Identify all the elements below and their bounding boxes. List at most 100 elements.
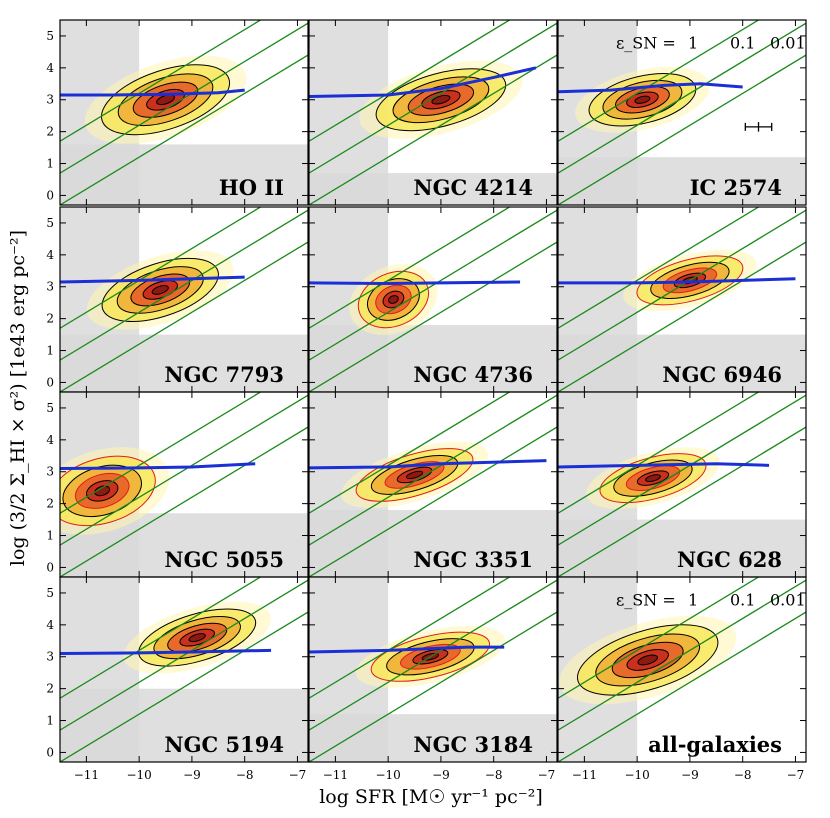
panel-frame (557, 576, 807, 763)
shade-low-energy (60, 334, 308, 392)
threshold-curve (309, 645, 505, 654)
panel-ho-ii: 0 1 2 3 4 5 HO II (46, 19, 309, 206)
galaxy-name: IC 2574 (690, 175, 782, 200)
y-tick-label: 0 (46, 560, 54, 574)
efficiency-line-1 (60, 611, 308, 762)
efficiency-line-0.01 (558, 392, 760, 514)
y-tick-label: 5 (46, 216, 54, 230)
efficiency-line-1 (558, 611, 806, 762)
epsilon-label: ε_SN = (616, 34, 676, 53)
density-contour-6 (188, 633, 206, 643)
y-tick-label: 0 (46, 375, 54, 389)
galaxy-name: HO II (219, 175, 284, 200)
y-tick-label: 3 (46, 280, 54, 294)
x-tick-label: −11 (572, 768, 597, 782)
efficiency-line-1 (309, 54, 557, 205)
x-tick-label: −8 (236, 768, 254, 782)
x-tick-label: −7 (289, 768, 307, 782)
efficiency-line-0.01 (558, 20, 760, 142)
x-tick-label: −9 (432, 768, 450, 782)
threshold-curve (558, 462, 770, 469)
panel-ngc-3184: −11 −10 −9 −8 −7 NGC 3184 (308, 576, 558, 782)
y-tick-label: 5 (46, 29, 54, 43)
epsilon-value-0.1: 0.1 (730, 591, 755, 610)
panel-ngc-3351: NGC 3351 (308, 391, 558, 578)
epsilon-value-0.01: 0.01 (770, 591, 806, 610)
efficiency-line-1 (309, 426, 557, 577)
panel-ngc-5194: −11 −10 −9 −8 −7 0 1 2 3 4 5 NGC 5194 (46, 576, 309, 782)
panel-ic-2574: ε_SN = 1 0.1 0.01 IC 2574 (557, 19, 807, 206)
y-tick-label: 0 (46, 188, 54, 202)
y-tick-label: 4 (46, 618, 54, 632)
density-contour-6 (156, 94, 175, 106)
threshold-curve (309, 459, 547, 470)
efficiency-line-0.1 (60, 209, 308, 361)
efficiency-line-0.01 (309, 392, 511, 514)
shade-low-energy (60, 144, 308, 205)
x-axis-label: log SFR [M☉ yr⁻¹ pc⁻²] (319, 786, 543, 808)
efficiency-line-0.1 (558, 22, 806, 174)
x-tick-label: −10 (375, 768, 400, 782)
efficiency-line-0.01 (558, 577, 760, 699)
panel-frame (59, 576, 309, 763)
y-tick-label: 2 (46, 497, 54, 511)
epsilon-label: ε_SN = (616, 591, 676, 610)
y-tick-label: 1 (46, 344, 54, 358)
density-contour-6 (94, 485, 111, 497)
epsilon-value-0.1: 0.1 (730, 34, 755, 53)
shade-low-energy (558, 334, 806, 392)
galaxy-name: NGC 4736 (413, 362, 533, 387)
panel-ngc-4214: NGC 4214 (308, 19, 558, 206)
efficiency-line-0.01 (558, 207, 760, 329)
efficiency-line-0.1 (558, 209, 806, 361)
panel-ngc-7793: 0 1 2 3 4 5 NGC 7793 (46, 206, 309, 393)
shade-low-energy (309, 173, 557, 205)
efficiency-line-1 (309, 611, 557, 762)
y-tick-label: 2 (46, 125, 54, 139)
panel-ngc-5055: 0 1 2 3 4 5 NGC 5055 (46, 391, 309, 578)
efficiency-line-0.1 (309, 394, 557, 546)
efficiency-line-1 (309, 241, 557, 392)
panel-ngc-4736: NGC 4736 (308, 206, 558, 393)
galaxy-name: NGC 7793 (164, 362, 284, 387)
galaxy-name: NGC 5194 (164, 732, 284, 757)
efficiency-line-1 (558, 426, 806, 577)
threshold-curve (60, 275, 245, 284)
efficiency-line-0.1 (558, 394, 806, 546)
panel-ngc-6946: NGC 6946 (557, 206, 807, 393)
efficiency-line-1 (60, 426, 308, 577)
density-contour-6 (151, 285, 169, 295)
threshold-curve (60, 462, 256, 471)
efficiency-line-0.1 (309, 209, 557, 361)
efficiency-line-0.01 (309, 577, 511, 699)
galaxy-name: NGC 4214 (413, 175, 533, 200)
panel-all-galaxies: ε_SN = 1 0.1 0.01 −11 −10 −9 −8 −7 all-galaxies (557, 576, 807, 782)
density-contour-6 (388, 295, 399, 304)
epsilon-value-1: 1 (688, 591, 698, 610)
y-tick-label: 0 (46, 745, 54, 759)
threshold-curve (558, 277, 796, 285)
x-tick-label: −11 (74, 768, 99, 782)
shade-low-energy (309, 714, 557, 762)
efficiency-line-0.1 (60, 22, 308, 174)
threshold-curve (309, 280, 521, 286)
efficiency-line-0.01 (60, 20, 262, 142)
threshold-curve (558, 82, 743, 94)
galaxy-name: NGC 628 (677, 547, 782, 572)
efficiency-line-0.01 (309, 20, 511, 142)
x-tick-label: −9 (183, 768, 201, 782)
y-tick-label: 1 (46, 529, 54, 543)
galaxy-name: NGC 3184 (413, 732, 533, 757)
y-tick-label: 4 (46, 61, 54, 75)
y-tick-label: 1 (46, 157, 54, 171)
galaxy-name: NGC 6946 (662, 362, 782, 387)
y-tick-label: 2 (46, 312, 54, 326)
efficiency-line-0.01 (60, 207, 262, 329)
shade-low-energy (309, 510, 557, 577)
y-tick-label: 3 (46, 93, 54, 107)
y-axis-label: log (3/2 Σ_HI × σ²) [1e43 erg pc⁻²] (7, 230, 29, 566)
shade-low-energy (309, 325, 557, 392)
panel-frame (308, 19, 558, 206)
y-tick-label: 2 (46, 682, 54, 696)
